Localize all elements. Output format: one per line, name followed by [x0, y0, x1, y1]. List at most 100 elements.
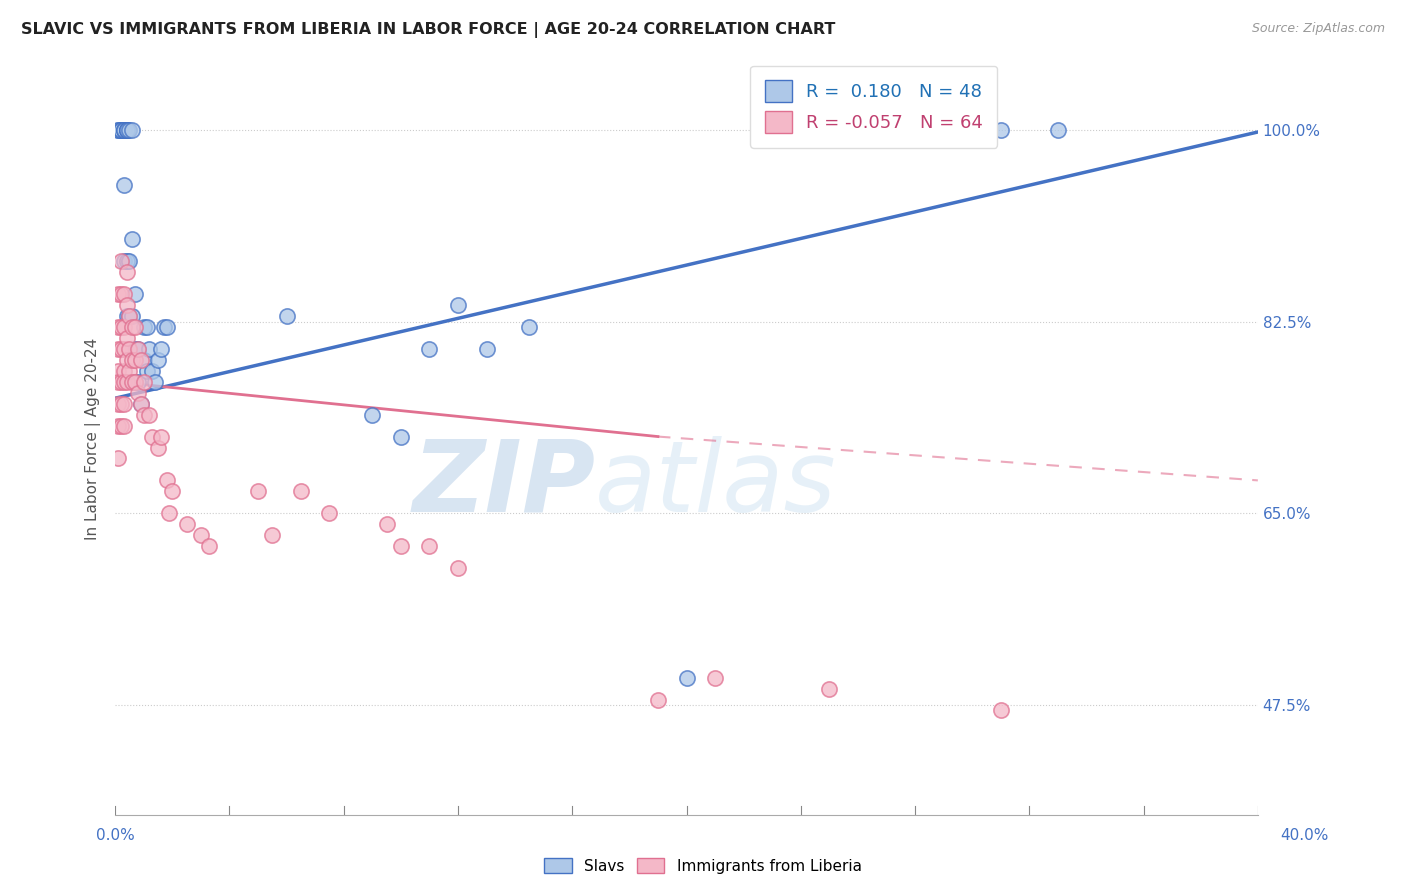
Point	[115, 265, 138, 279]
Point	[115, 309, 138, 323]
Text: Source: ZipAtlas.com: Source: ZipAtlas.com	[1251, 22, 1385, 36]
Point	[132, 352, 155, 367]
Point	[110, 123, 132, 137]
Point	[110, 123, 132, 137]
Point	[107, 375, 129, 389]
Point	[115, 331, 138, 345]
Point	[149, 342, 172, 356]
Point	[375, 517, 398, 532]
Point	[389, 539, 412, 553]
Text: 0.0%: 0.0%	[96, 828, 135, 843]
Point	[124, 352, 146, 367]
Point	[675, 671, 697, 685]
Point	[127, 385, 149, 400]
Point	[112, 123, 135, 137]
Point	[146, 441, 169, 455]
Point	[127, 375, 149, 389]
Point	[121, 375, 143, 389]
Point	[447, 298, 470, 312]
Point	[149, 429, 172, 443]
Point	[118, 309, 141, 323]
Point	[115, 123, 138, 137]
Point	[135, 320, 157, 334]
Text: ZIP: ZIP	[412, 436, 595, 533]
Point	[118, 123, 141, 137]
Point	[112, 123, 135, 137]
Point	[115, 375, 138, 389]
Point	[190, 528, 212, 542]
Point	[107, 320, 129, 334]
Point	[110, 397, 132, 411]
Point	[115, 352, 138, 367]
Point	[110, 123, 132, 137]
Point	[127, 342, 149, 356]
Point	[318, 506, 340, 520]
Point	[112, 397, 135, 411]
Point	[418, 539, 440, 553]
Point	[138, 342, 160, 356]
Point	[519, 320, 541, 334]
Point	[121, 309, 143, 323]
Point	[124, 342, 146, 356]
Point	[290, 484, 312, 499]
Point	[129, 397, 152, 411]
Point	[138, 408, 160, 422]
Point	[361, 408, 384, 422]
Point	[152, 320, 174, 334]
Point	[112, 287, 135, 301]
Point	[118, 342, 141, 356]
Legend: R =  0.180   N = 48, R = -0.057   N = 64: R = 0.180 N = 48, R = -0.057 N = 64	[751, 66, 997, 147]
Point	[704, 671, 727, 685]
Point	[818, 681, 841, 696]
Point	[112, 320, 135, 334]
Point	[475, 342, 498, 356]
Point	[141, 429, 163, 443]
Point	[990, 123, 1012, 137]
Point	[127, 342, 149, 356]
Point	[129, 352, 152, 367]
Point	[112, 254, 135, 268]
Point	[121, 320, 143, 334]
Point	[115, 123, 138, 137]
Point	[389, 429, 412, 443]
Point	[155, 474, 177, 488]
Text: atlas: atlas	[595, 436, 837, 533]
Point	[176, 517, 198, 532]
Point	[110, 342, 132, 356]
Point	[990, 703, 1012, 717]
Point	[447, 561, 470, 575]
Point	[124, 375, 146, 389]
Point	[118, 364, 141, 378]
Point	[112, 364, 135, 378]
Point	[107, 418, 129, 433]
Point	[107, 342, 129, 356]
Point	[262, 528, 284, 542]
Point	[1046, 123, 1069, 137]
Point	[110, 375, 132, 389]
Point	[143, 375, 166, 389]
Point	[107, 287, 129, 301]
Point	[107, 397, 129, 411]
Legend: Slavs, Immigrants from Liberia: Slavs, Immigrants from Liberia	[538, 852, 868, 880]
Point	[121, 232, 143, 246]
Point	[159, 506, 181, 520]
Point	[124, 287, 146, 301]
Point	[118, 309, 141, 323]
Point	[110, 418, 132, 433]
Point	[129, 397, 152, 411]
Point	[146, 352, 169, 367]
Point	[110, 320, 132, 334]
Point	[155, 320, 177, 334]
Point	[124, 375, 146, 389]
Point	[276, 309, 298, 323]
Point	[112, 178, 135, 192]
Point	[418, 342, 440, 356]
Point	[110, 287, 132, 301]
Point	[132, 320, 155, 334]
Point	[198, 539, 221, 553]
Point	[112, 123, 135, 137]
Point	[112, 375, 135, 389]
Point	[132, 375, 155, 389]
Point	[112, 418, 135, 433]
Y-axis label: In Labor Force | Age 20-24: In Labor Force | Age 20-24	[86, 338, 101, 541]
